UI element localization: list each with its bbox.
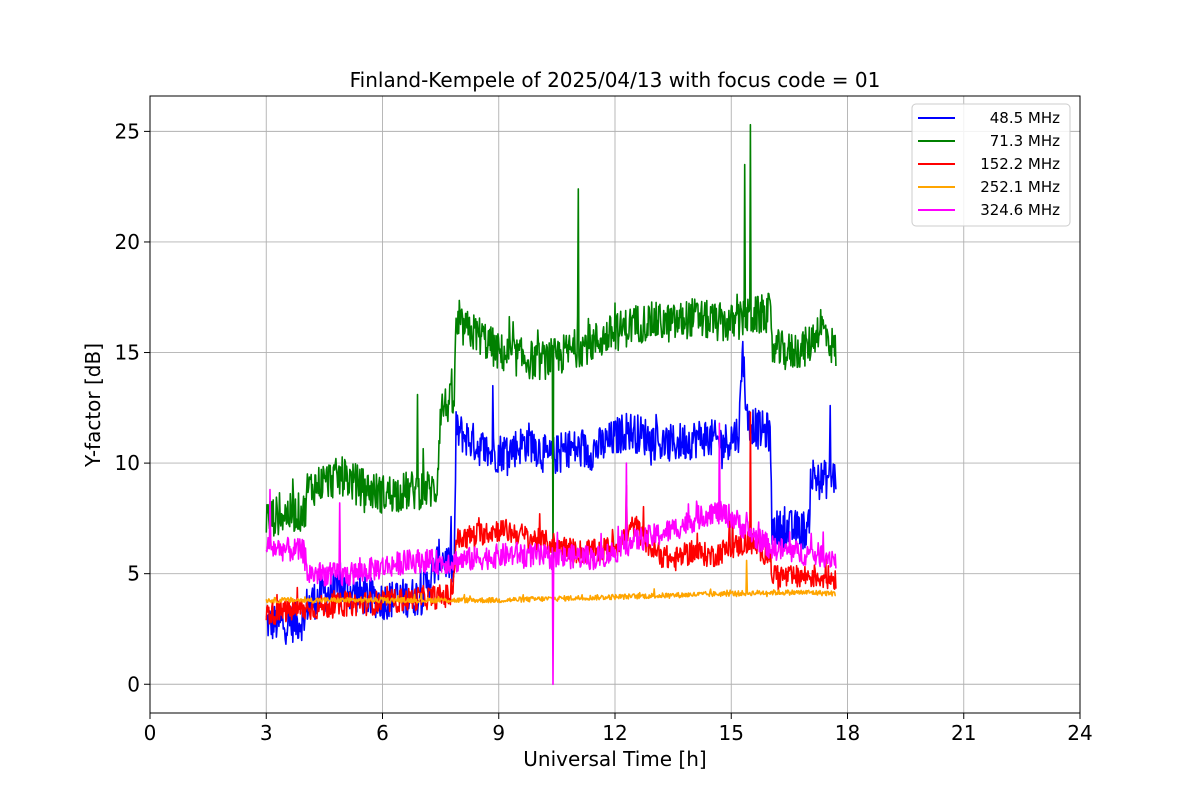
legend-label: 48.5 MHz (990, 109, 1060, 127)
axis-ticks: 0 3 6 9 12 15 18 21 24 0 5 10 15 20 25 (115, 119, 1093, 745)
x-tick-label: 15 (719, 721, 744, 745)
x-tick-label: 3 (260, 721, 273, 745)
x-tick-label: 9 (492, 721, 505, 745)
series-line-1 (265, 340, 837, 645)
legend-label: 71.3 MHz (990, 132, 1060, 150)
legend-box (911, 103, 1071, 227)
series-line-5 (265, 422, 837, 686)
legend: 48.5 MHz 71.3 MHz 152.2 MHz 252.1 MHz 324.6 … (911, 103, 1071, 227)
y-tick-label: 10 (115, 451, 140, 475)
y-tick-label: 0 (127, 672, 140, 696)
chart-title: Finland-Kempele of 2025/04/13 with focus… (350, 68, 881, 92)
series-line-2 (265, 123, 837, 571)
x-tick-label: 0 (144, 721, 157, 745)
legend-label: 152.2 MHz (980, 155, 1060, 173)
y-tick-label: 15 (115, 341, 140, 365)
legend-label: 324.6 MHz (980, 201, 1060, 219)
x-tick-label: 21 (951, 721, 976, 745)
y-tick-label: 5 (127, 562, 140, 586)
legend-label: 252.1 MHz (980, 178, 1060, 196)
y-tick-label: 20 (115, 230, 140, 254)
x-axis-label: Universal Time [h] (523, 747, 706, 771)
y-tick-label: 25 (115, 119, 140, 143)
y-axis-label: Y-factor [dB] (81, 343, 105, 468)
x-tick-label: 18 (835, 721, 860, 745)
series-line-4 (265, 559, 836, 604)
x-tick-label: 24 (1067, 721, 1092, 745)
series-lines (265, 123, 837, 686)
x-tick-label: 6 (376, 721, 389, 745)
x-tick-label: 12 (602, 721, 627, 745)
